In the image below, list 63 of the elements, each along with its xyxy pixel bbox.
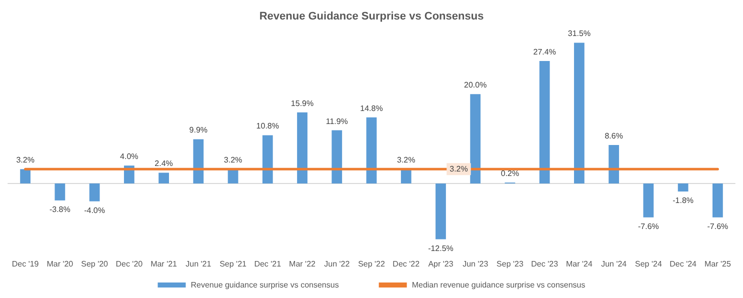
bar [712,183,723,218]
bar [678,183,688,192]
data-label: -1.8% [672,196,694,205]
x-tick-label: Mar '21 [150,260,178,268]
x-tick-label: Dec '21 [254,260,282,268]
x-tick-label: Mar '24 [566,260,593,268]
bar [54,183,66,200]
bar [89,183,100,202]
x-tick-label: Jun '22 [324,260,350,268]
data-label: 3.2% [397,156,416,165]
data-label: -7.6% [707,222,728,231]
x-tick-label: Mar '22 [289,260,316,268]
data-label: 11.9% [326,116,348,126]
x-tick-label: Sep '23 [496,260,524,268]
legend-label: Revenue guidance surprise vs consensus [190,280,339,290]
bar [436,183,446,240]
data-label: -7.6% [638,222,659,231]
bar [539,61,550,184]
x-tick-label: Dec '19 [12,260,40,268]
x-tick-label: Jun '24 [601,260,628,268]
bar [332,130,342,184]
bar [262,135,273,184]
x-tick-label: Dec '22 [392,260,420,268]
data-label: 2.4% [154,159,173,168]
x-tick-label: Mar '20 [46,260,74,268]
x-tick-label: Apr '23 [428,260,454,268]
data-label: 3.2% [16,156,34,165]
data-label: 20.0% [464,80,487,90]
x-tick-label: Sep '20 [81,260,109,268]
data-label: -3.8% [49,204,70,214]
x-tick-label: Jun '23 [462,260,489,268]
data-label: 4.0% [120,152,138,162]
x-tick-label: Jun '21 [186,260,212,268]
data-label: 0.2% [500,169,520,178]
data-label: 3.2% [450,164,468,174]
x-tick-label: Sep '24 [635,260,662,268]
data-label: 3.2% [224,156,242,165]
x-tick-label: Sep '21 [220,260,248,268]
bar [20,169,30,184]
x-tick-label: Dec '20 [116,260,144,268]
bar [193,139,204,184]
legend-label: Median revenue guidance surprise vs consensus [412,280,586,290]
data-label: 27.4% [533,48,556,57]
bar [297,112,308,184]
data-label: -12.5% [428,244,454,253]
bar [470,94,481,184]
data-label: 15.9% [290,98,314,108]
bar [608,145,620,184]
bar [158,172,169,184]
bar [574,42,584,184]
x-tick-label: Dec '23 [531,260,559,268]
bar [366,117,377,184]
data-label: 31.5% [568,29,591,38]
x-tick-label: Sep '22 [358,260,386,268]
bar [643,183,654,218]
data-label: -4.0% [84,206,105,215]
x-tick-label: Dec '24 [670,260,698,268]
data-label: 8.6% [604,132,623,141]
data-label: 9.9% [189,126,208,135]
data-label: 14.8% [360,104,383,113]
chart-title: Revenue Guidance Surprise vs Consensus [259,10,484,22]
x-tick-label: Mar '25 [704,260,732,268]
data-label: 10.8% [256,122,279,131]
